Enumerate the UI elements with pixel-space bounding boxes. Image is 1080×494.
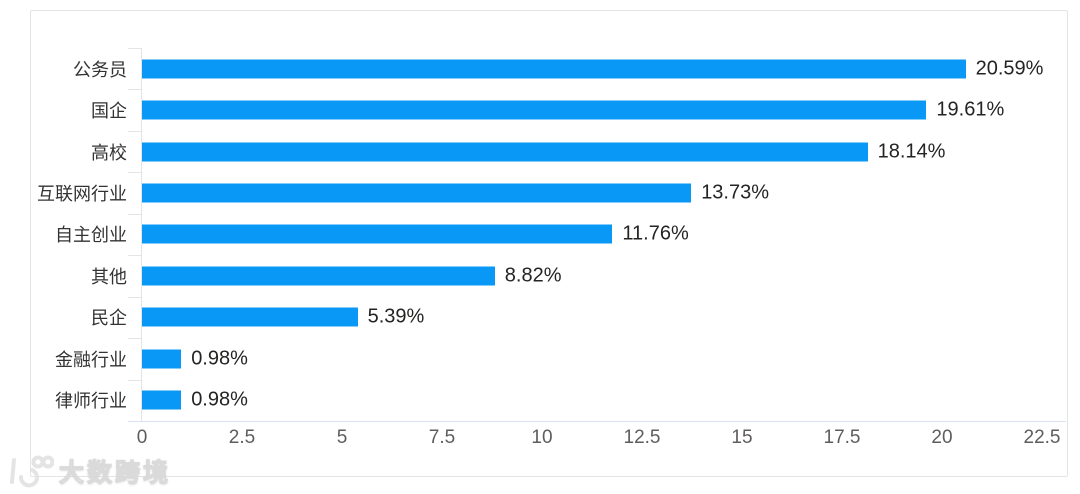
category-label: 互联网行业 [37,184,127,205]
bar[interactable] [142,307,358,327]
bar-row: 民企 5.39% [91,297,1042,338]
y-axis-tick-mark [128,172,142,174]
value-label: 19.61% [936,98,1005,121]
x-axis-tick-label: 15 [731,427,753,448]
category-label: 国企 [91,101,127,122]
category-label: 自主创业 [55,225,127,246]
x-axis-line [128,421,1066,422]
plot-area: 公务员 20.59% 国企 19.61% 高校 18.14% 互联网行业 13.73% 自主创业… [37,48,1044,421]
x-axis-tick-label: 20 [931,427,953,448]
bar-row: 高校 18.14% [91,131,1042,172]
x-axis-tick-label: 0 [136,427,148,448]
category-label: 公务员 [73,59,127,80]
x-axis-tick-label: 2.5 [228,427,256,448]
y-axis-tick-mark [128,48,142,49]
bar-row: 国企 19.61% [91,89,1042,130]
bar[interactable] [142,183,692,203]
bar-row: 公务员 20.59% [73,48,1044,89]
bar[interactable] [142,266,495,286]
y-axis-tick-mark [128,213,142,215]
category-label: 律师行业 [55,391,127,412]
bar[interactable] [142,224,613,244]
bar[interactable] [142,349,182,369]
bar-row: 金融行业 0.98% [55,338,1042,379]
y-axis-tick-mark [128,89,142,91]
value-label: 13.73% [701,181,770,204]
bar[interactable] [142,59,966,79]
bar-row: 自主创业 11.76% [55,214,1042,255]
y-axis-tick-mark [128,130,142,132]
value-label: 11.76% [622,222,689,245]
x-axis-tick-labels: 0 2.5 5 7.5 10 12.5 15 17.5 20 22.5 [137,427,1061,453]
y-axis-tick-mark [128,338,142,340]
category-label: 金融行业 [55,349,127,370]
y-axis-line [141,48,142,421]
x-axis-tick-label: 10 [531,427,553,448]
y-axis-tick-mark [128,379,142,381]
value-label: 5.39% [367,305,425,328]
bar[interactable] [142,390,182,410]
bar-row: 互联网行业 13.73% [37,172,1042,213]
category-label: 高校 [91,142,127,163]
category-label: 其他 [91,266,127,287]
x-axis-tick-label: 22.5 [1023,427,1061,448]
value-label: 20.59% [975,57,1044,80]
value-label: 0.98% [191,388,248,411]
bar[interactable] [142,100,927,120]
bar-row: 其他 8.82% [91,255,1042,296]
bar[interactable] [142,142,868,162]
category-label: 民企 [91,308,127,329]
value-label: 18.14% [877,140,946,163]
x-axis-tick-label: 12.5 [623,427,661,448]
y-axis-tick-mark [128,255,142,257]
x-axis-tick-label: 7.5 [428,427,456,448]
value-label: 0.98% [191,347,248,370]
value-label: 8.82% [504,264,562,287]
y-axis-tick-mark [128,296,142,298]
bar-row: 律师行业 0.98% [55,380,1042,421]
x-axis-tick-label: 17.5 [823,427,861,448]
x-axis-tick-label: 5 [336,427,348,448]
